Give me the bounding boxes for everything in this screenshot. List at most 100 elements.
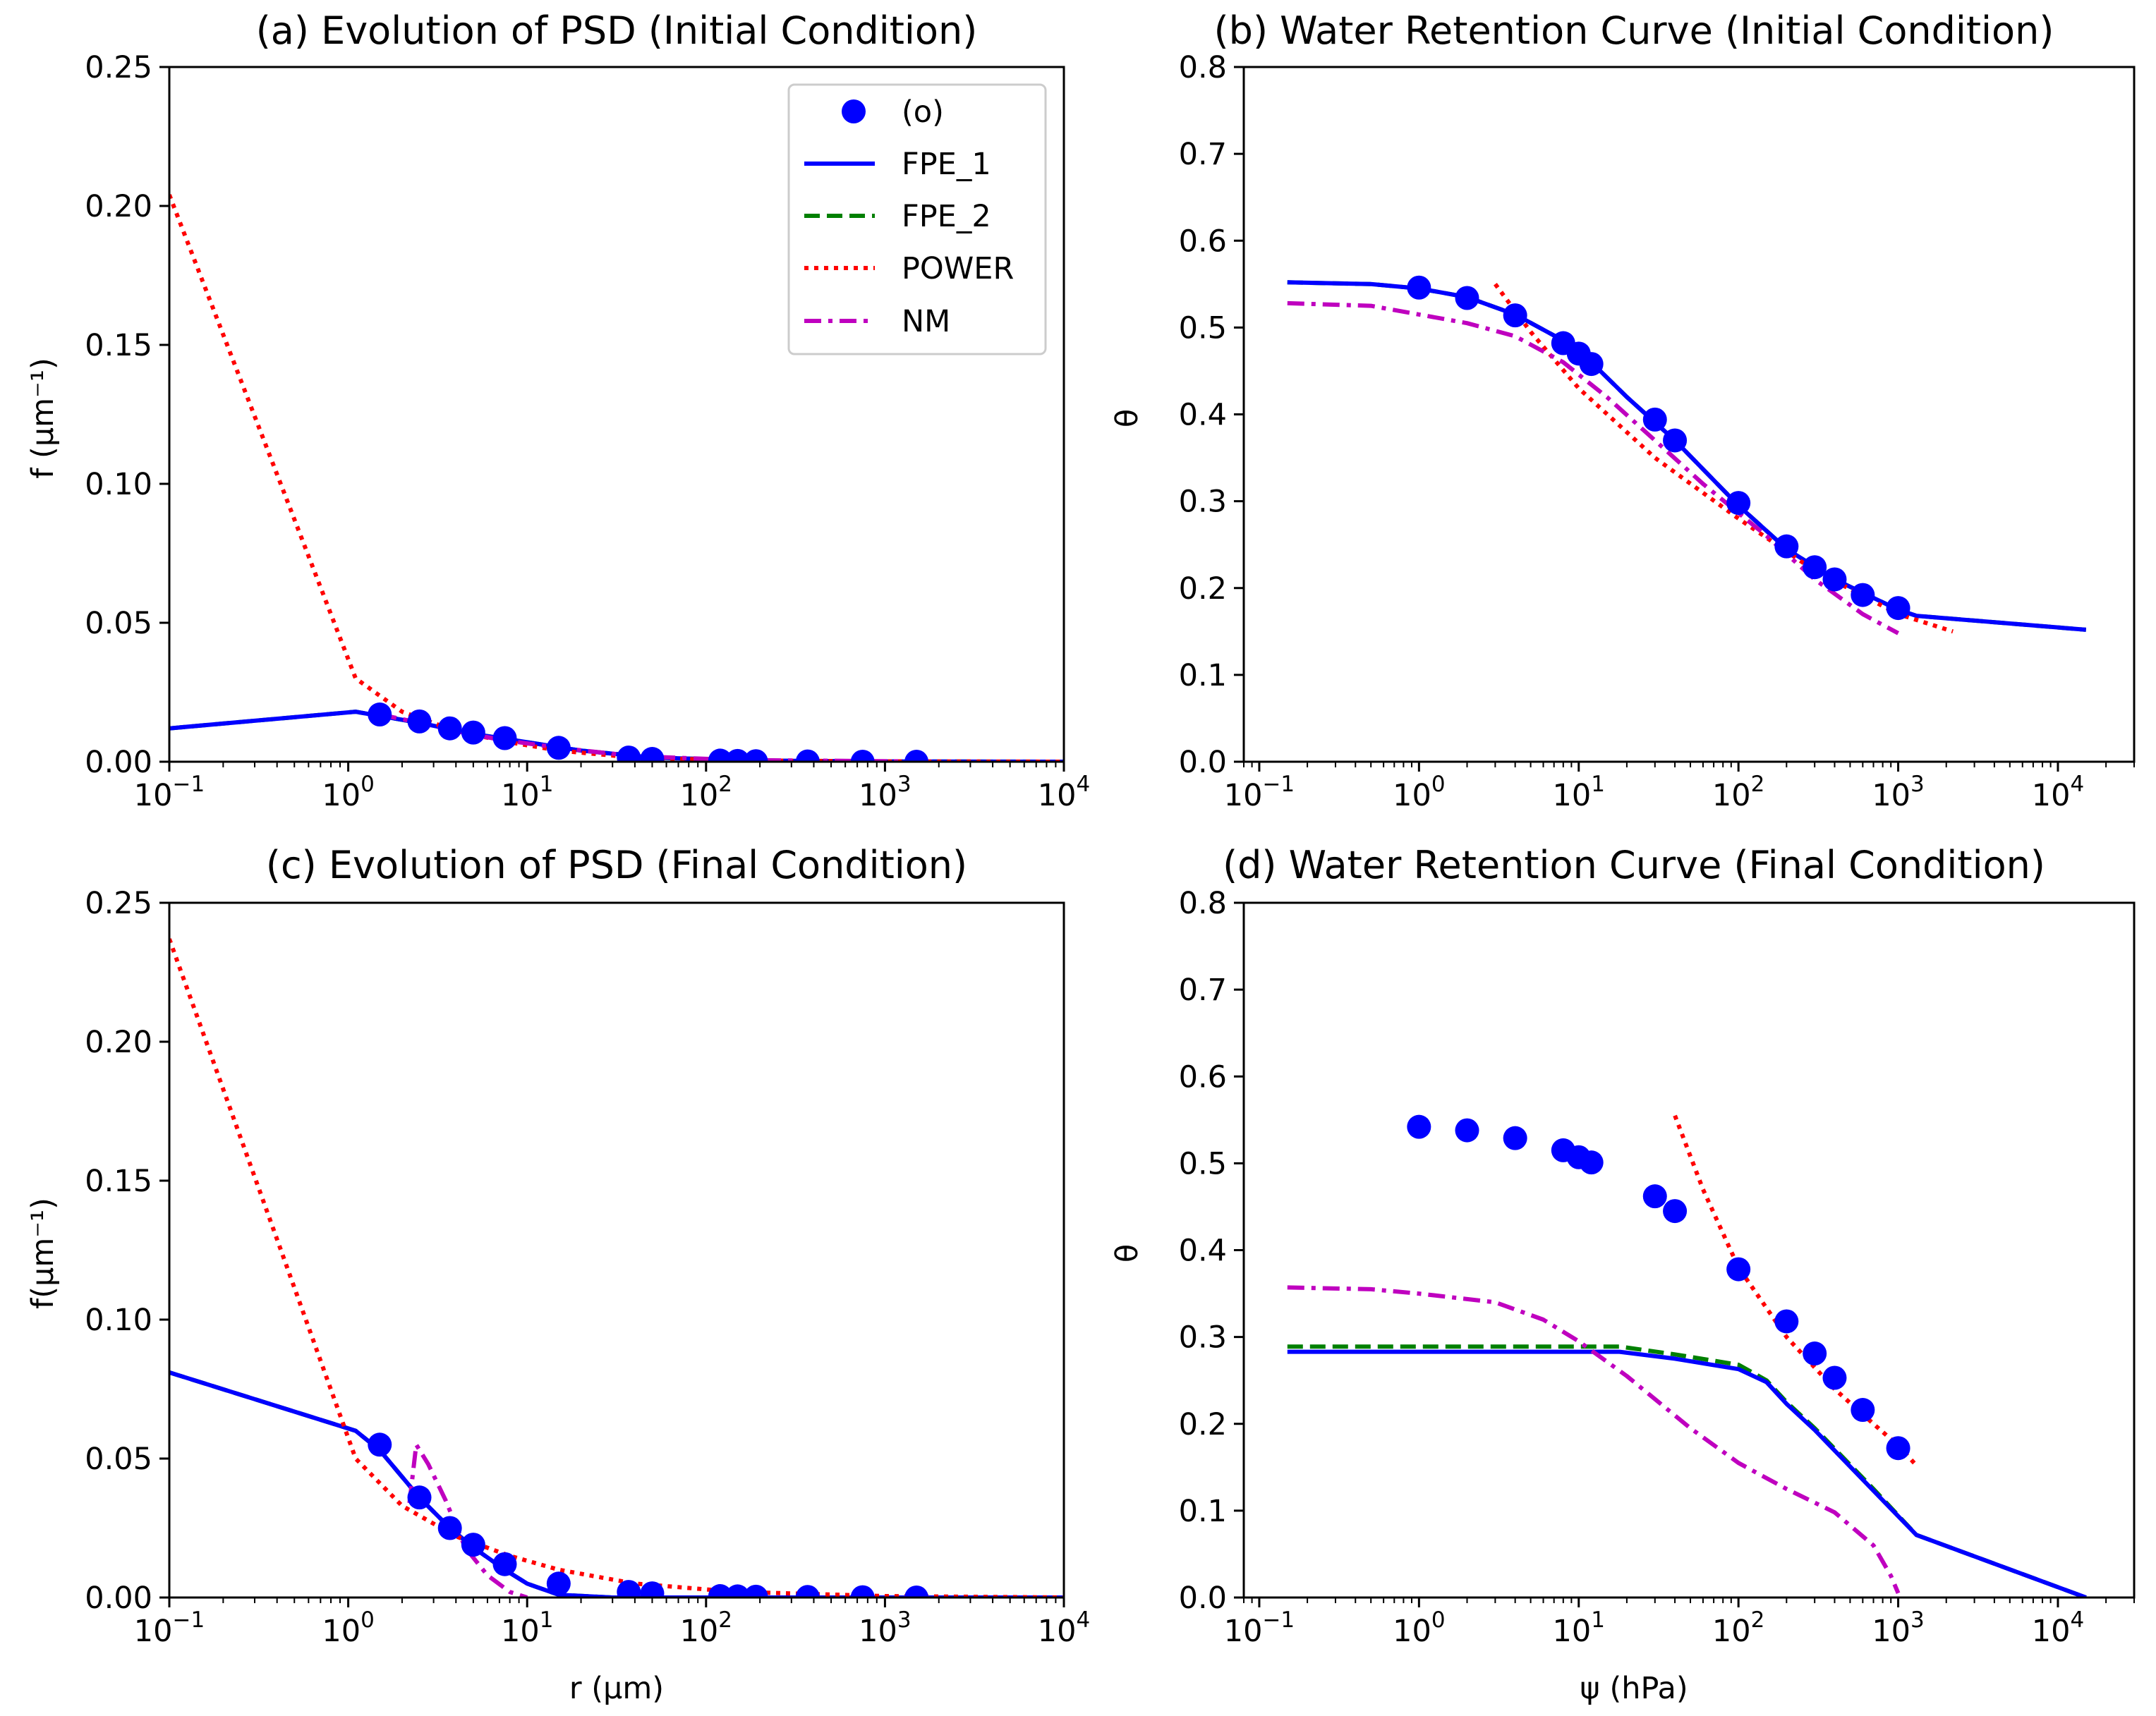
y-tick-label: 0.8 bbox=[1179, 886, 1227, 921]
y-tick-label: 0.05 bbox=[85, 606, 152, 641]
panel-d-series bbox=[1287, 1114, 2087, 1598]
x-tick-label: 103 bbox=[1872, 1607, 1924, 1649]
y-tick-label: 0.10 bbox=[85, 467, 152, 502]
legend-label-fpe1: FPE_1 bbox=[902, 147, 991, 182]
data-point-obs bbox=[1822, 1365, 1847, 1390]
data-point-obs bbox=[1822, 567, 1847, 592]
x-tick-label: 102 bbox=[1712, 1607, 1764, 1649]
panel-a-title: (a) Evolution of PSD (Initial Condition) bbox=[256, 8, 978, 53]
x-tick-label: 103 bbox=[1872, 772, 1924, 813]
data-point-obs bbox=[1851, 1398, 1875, 1423]
x-tick-label: 101 bbox=[501, 1607, 553, 1649]
data-point-obs bbox=[1663, 1199, 1688, 1224]
y-tick-label: 0.2 bbox=[1179, 1407, 1227, 1442]
x-tick-label: 10−1 bbox=[1224, 772, 1295, 813]
x-tick-label: 104 bbox=[2032, 772, 2084, 813]
legend-frame bbox=[787, 83, 1047, 355]
y-tick-label: 0.3 bbox=[1179, 485, 1227, 520]
x-tick-label: 10−1 bbox=[134, 1607, 205, 1649]
series-line-nm bbox=[1287, 300, 1900, 635]
panel-b-series bbox=[1287, 275, 2087, 635]
y-tick-label: 0.10 bbox=[85, 1303, 152, 1338]
data-point-obs bbox=[795, 749, 820, 762]
y-tick-label: 0.4 bbox=[1179, 398, 1227, 433]
data-point-obs bbox=[1503, 303, 1527, 328]
data-point-obs bbox=[1886, 596, 1910, 621]
y-tick-label: 0.6 bbox=[1179, 1059, 1227, 1095]
data-point-obs bbox=[1407, 275, 1431, 300]
x-tick-label: 100 bbox=[1393, 772, 1445, 813]
data-point-obs bbox=[1642, 1184, 1667, 1209]
data-point-obs bbox=[1407, 1114, 1431, 1139]
legend-marker-obs bbox=[842, 99, 866, 123]
panel-b-frame bbox=[1242, 66, 2136, 763]
panel-c-title: (c) Evolution of PSD (Final Condition) bbox=[266, 843, 967, 887]
data-point-obs bbox=[1579, 352, 1604, 377]
y-tick-label: 0.5 bbox=[1179, 310, 1227, 346]
data-point-obs bbox=[850, 1585, 875, 1598]
x-tick-label: 101 bbox=[1553, 772, 1605, 813]
panel-c-xlabel: r (μm) bbox=[569, 1671, 664, 1706]
y-tick-label: 0.20 bbox=[85, 189, 152, 224]
x-tick-label: 100 bbox=[1393, 1607, 1445, 1649]
data-point-obs bbox=[744, 1584, 768, 1598]
y-tick-label: 0.00 bbox=[85, 745, 152, 780]
y-tick-label: 0.7 bbox=[1179, 137, 1227, 172]
panel-d-ylabel: θ bbox=[1110, 1244, 1145, 1262]
panel-d-frame bbox=[1242, 901, 2136, 1599]
data-point-obs bbox=[1886, 1436, 1910, 1461]
data-point-obs bbox=[407, 709, 432, 734]
data-point-obs bbox=[725, 748, 750, 762]
data-point-obs bbox=[492, 726, 517, 750]
y-tick-label: 0.0 bbox=[1179, 745, 1227, 780]
y-tick-label: 0.15 bbox=[85, 1164, 152, 1199]
data-point-obs bbox=[1851, 583, 1875, 607]
legend-label-obs: (o) bbox=[902, 95, 944, 130]
x-tick-label: 100 bbox=[322, 1607, 374, 1649]
y-tick-label: 0.25 bbox=[85, 886, 152, 921]
x-tick-label: 101 bbox=[1553, 1607, 1605, 1649]
data-point-obs bbox=[461, 1533, 485, 1557]
panel-a-ylabel: f (μm⁻¹) bbox=[25, 358, 61, 479]
legend-label-power: POWER bbox=[902, 251, 1014, 286]
panel-d-xlabel: ψ (hPa) bbox=[1580, 1671, 1688, 1706]
data-point-obs bbox=[617, 746, 641, 762]
y-tick-label: 0.05 bbox=[85, 1442, 152, 1477]
data-point-obs bbox=[546, 736, 571, 760]
x-tick-label: 101 bbox=[501, 772, 553, 813]
y-tick-label: 0.2 bbox=[1179, 571, 1227, 607]
data-point-obs bbox=[1803, 555, 1827, 580]
legend: (o) FPE_1 FPE_2 POWER NM bbox=[787, 83, 1047, 355]
panel-a-frame bbox=[168, 66, 1065, 763]
y-tick-label: 0.1 bbox=[1179, 658, 1227, 693]
panel-d-title: (d) Water Retention Curve (Final Conditi… bbox=[1223, 843, 2045, 887]
y-tick-label: 0.15 bbox=[85, 328, 152, 363]
y-tick-label: 0.20 bbox=[85, 1025, 152, 1060]
y-tick-label: 0.4 bbox=[1179, 1234, 1227, 1269]
y-tick-label: 0.0 bbox=[1179, 1581, 1227, 1616]
y-tick-label: 0.8 bbox=[1179, 50, 1227, 85]
data-point-obs bbox=[904, 1586, 929, 1598]
legend-label-nm: NM bbox=[902, 304, 950, 339]
data-point-obs bbox=[1642, 407, 1667, 432]
panel-b-plot: 10−1 100 101 102 103 104 0.0 0.1 0.2 0.3 0.4 0.5 0.6… bbox=[1179, 50, 2136, 813]
panel-b-title: (b) Water Retention Curve (Initial Condi… bbox=[1214, 8, 2054, 53]
x-tick-label: 102 bbox=[680, 1607, 732, 1649]
y-tick-label: 0.00 bbox=[85, 1581, 152, 1616]
panel-b-ylabel: θ bbox=[1110, 409, 1145, 427]
y-tick-label: 0.7 bbox=[1179, 973, 1227, 1008]
y-tick-label: 0.5 bbox=[1179, 1146, 1227, 1181]
x-tick-label: 104 bbox=[2032, 1607, 2084, 1649]
series-line-fpe1 bbox=[1287, 1349, 2087, 1598]
data-point-obs bbox=[461, 720, 485, 745]
data-point-obs bbox=[407, 1485, 432, 1510]
data-point-obs bbox=[492, 1552, 517, 1576]
series-line-power bbox=[169, 938, 1064, 1598]
data-point-obs bbox=[546, 1571, 571, 1596]
panel-c-series bbox=[169, 938, 1064, 1598]
data-point-obs bbox=[1726, 491, 1751, 516]
panel-c-ylabel: f(μm⁻¹) bbox=[25, 1198, 61, 1309]
x-tick-label: 10−1 bbox=[1224, 1607, 1295, 1649]
y-tick-label: 0.1 bbox=[1179, 1494, 1227, 1529]
